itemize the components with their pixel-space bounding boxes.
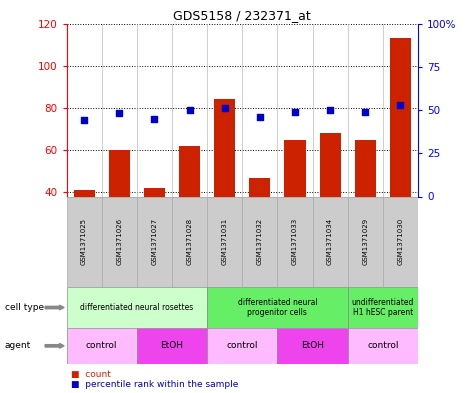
Title: GDS5158 / 232371_at: GDS5158 / 232371_at xyxy=(173,9,311,22)
Point xyxy=(256,114,264,120)
Text: GSM1371026: GSM1371026 xyxy=(116,218,122,265)
Bar xyxy=(207,287,348,328)
Bar xyxy=(207,328,277,364)
Text: GSM1371034: GSM1371034 xyxy=(327,218,333,265)
Bar xyxy=(242,196,277,287)
Point xyxy=(361,108,369,115)
Text: GSM1371027: GSM1371027 xyxy=(152,218,157,265)
Text: agent: agent xyxy=(5,342,31,350)
Text: EtOH: EtOH xyxy=(301,342,324,350)
Bar xyxy=(320,133,341,196)
Text: GSM1371025: GSM1371025 xyxy=(81,218,87,265)
Bar xyxy=(144,188,165,196)
Bar xyxy=(285,140,305,196)
Point xyxy=(397,102,404,108)
Text: GSM1371031: GSM1371031 xyxy=(222,218,228,265)
Bar xyxy=(179,146,200,196)
Text: GSM1371029: GSM1371029 xyxy=(362,218,368,265)
Text: cell type: cell type xyxy=(5,303,44,312)
Point xyxy=(291,108,299,115)
Bar xyxy=(348,196,383,287)
Point xyxy=(221,105,228,112)
Text: GSM1371028: GSM1371028 xyxy=(187,218,192,265)
Bar xyxy=(172,196,207,287)
Text: control: control xyxy=(86,342,117,350)
Text: ■  count: ■ count xyxy=(71,370,111,379)
Text: GSM1371030: GSM1371030 xyxy=(398,218,403,265)
Bar xyxy=(277,196,313,287)
Bar xyxy=(355,140,376,196)
Text: EtOH: EtOH xyxy=(161,342,183,350)
Text: differentiated neural rosettes: differentiated neural rosettes xyxy=(80,303,193,312)
Bar xyxy=(348,328,418,364)
Bar xyxy=(66,328,137,364)
Bar xyxy=(207,196,242,287)
Bar xyxy=(102,196,137,287)
Bar xyxy=(66,287,207,328)
Bar xyxy=(249,178,270,196)
Bar xyxy=(348,287,418,328)
Text: ■  percentile rank within the sample: ■ percentile rank within the sample xyxy=(71,380,238,389)
Text: differentiated neural
progenitor cells: differentiated neural progenitor cells xyxy=(238,298,317,317)
Bar xyxy=(214,99,235,196)
Text: control: control xyxy=(227,342,258,350)
Bar xyxy=(383,196,418,287)
Point xyxy=(115,110,123,117)
Bar xyxy=(390,39,411,197)
Bar xyxy=(74,190,95,196)
Bar xyxy=(313,196,348,287)
Text: GSM1371033: GSM1371033 xyxy=(292,218,298,265)
Text: undifferentiated
H1 hESC parent: undifferentiated H1 hESC parent xyxy=(352,298,414,317)
Point xyxy=(326,107,334,113)
Text: GSM1371032: GSM1371032 xyxy=(257,218,263,265)
Point xyxy=(151,116,158,122)
Bar xyxy=(277,328,348,364)
Bar xyxy=(137,328,207,364)
Text: control: control xyxy=(367,342,399,350)
Bar xyxy=(66,196,102,287)
Point xyxy=(186,107,193,113)
Bar xyxy=(109,150,130,196)
Point xyxy=(80,117,88,123)
Bar xyxy=(137,196,172,287)
